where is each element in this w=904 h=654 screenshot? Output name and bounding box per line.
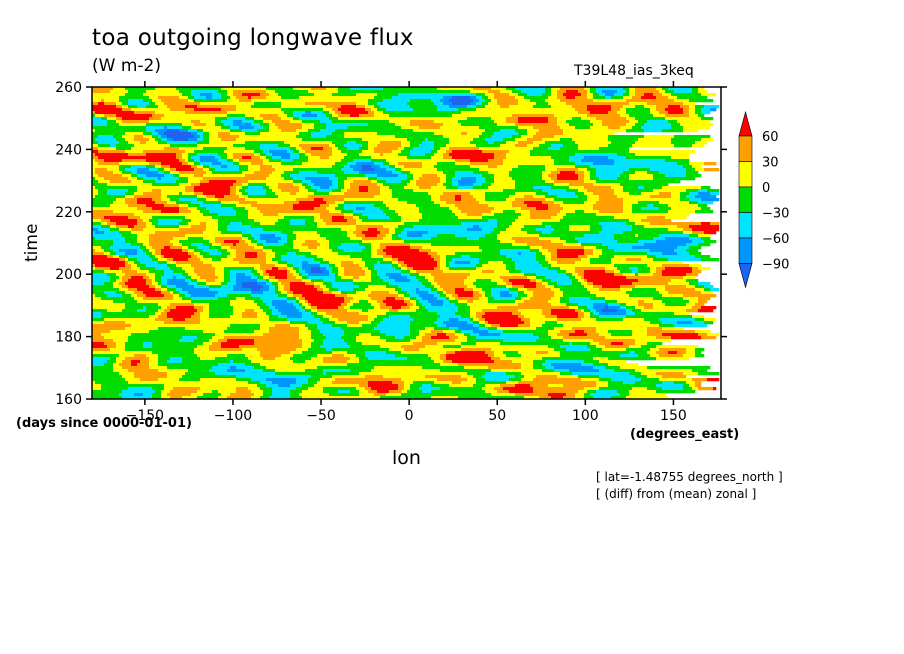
y-axis-label: time: [22, 223, 42, 262]
x-tick-label: −150: [126, 408, 164, 424]
colorbar-label: 60: [762, 130, 779, 145]
y-tick-label: 260: [55, 80, 82, 96]
colorbar-label: −30: [762, 207, 789, 222]
colorbar-segment: [738, 186, 753, 213]
colorbar-label: 30: [762, 156, 779, 171]
colorbar-label: −60: [762, 232, 789, 247]
y-axis: 160 180 200 220 240 260: [55, 80, 727, 408]
x-tick-label: 50: [488, 408, 506, 424]
colorbar-label: 0: [762, 181, 770, 196]
colorbar-segment: [738, 135, 753, 162]
run-label: T39L48_ias_3keq: [574, 63, 694, 79]
y-axis-units: (days since 0000-01-01): [16, 416, 192, 431]
colorbar-label: −90: [762, 258, 789, 273]
colorbar-bottom-arrow: [738, 263, 753, 289]
plot-frame: [91, 86, 722, 400]
chart-title: toa outgoing longwave flux: [92, 25, 414, 51]
colorbar-segment: [738, 161, 753, 188]
y-tick-label: 180: [55, 330, 82, 346]
x-tick-label: 150: [660, 408, 687, 424]
colorbar-segment: [738, 212, 753, 239]
colorbar-segment: [738, 237, 753, 264]
colorbar-top-arrow: [738, 110, 753, 137]
x-axis-units: (degrees_east): [630, 427, 740, 442]
y-tick-label: 240: [55, 142, 82, 158]
latitude-note: [ lat=-1.48755 degrees_north ]: [596, 470, 783, 484]
x-axis-label: lon: [392, 447, 421, 469]
heatmap-field: [92, 87, 720, 399]
x-tick-label: 0: [405, 408, 414, 424]
colorbar: 60 30 0 −30 −60 −90: [738, 110, 789, 289]
chart-units: (W m-2): [92, 56, 161, 76]
x-tick-label: −100: [214, 408, 252, 424]
x-axis: −150 −100 −50 0 50 100 150: [126, 81, 687, 424]
y-tick-label: 220: [55, 205, 82, 221]
x-tick-label: 100: [572, 408, 599, 424]
diff-note: [ (diff) from (mean) zonal ]: [596, 487, 757, 501]
y-tick-label: 200: [55, 267, 82, 283]
x-tick-label: −50: [306, 408, 336, 424]
y-tick-label: 160: [55, 392, 82, 408]
